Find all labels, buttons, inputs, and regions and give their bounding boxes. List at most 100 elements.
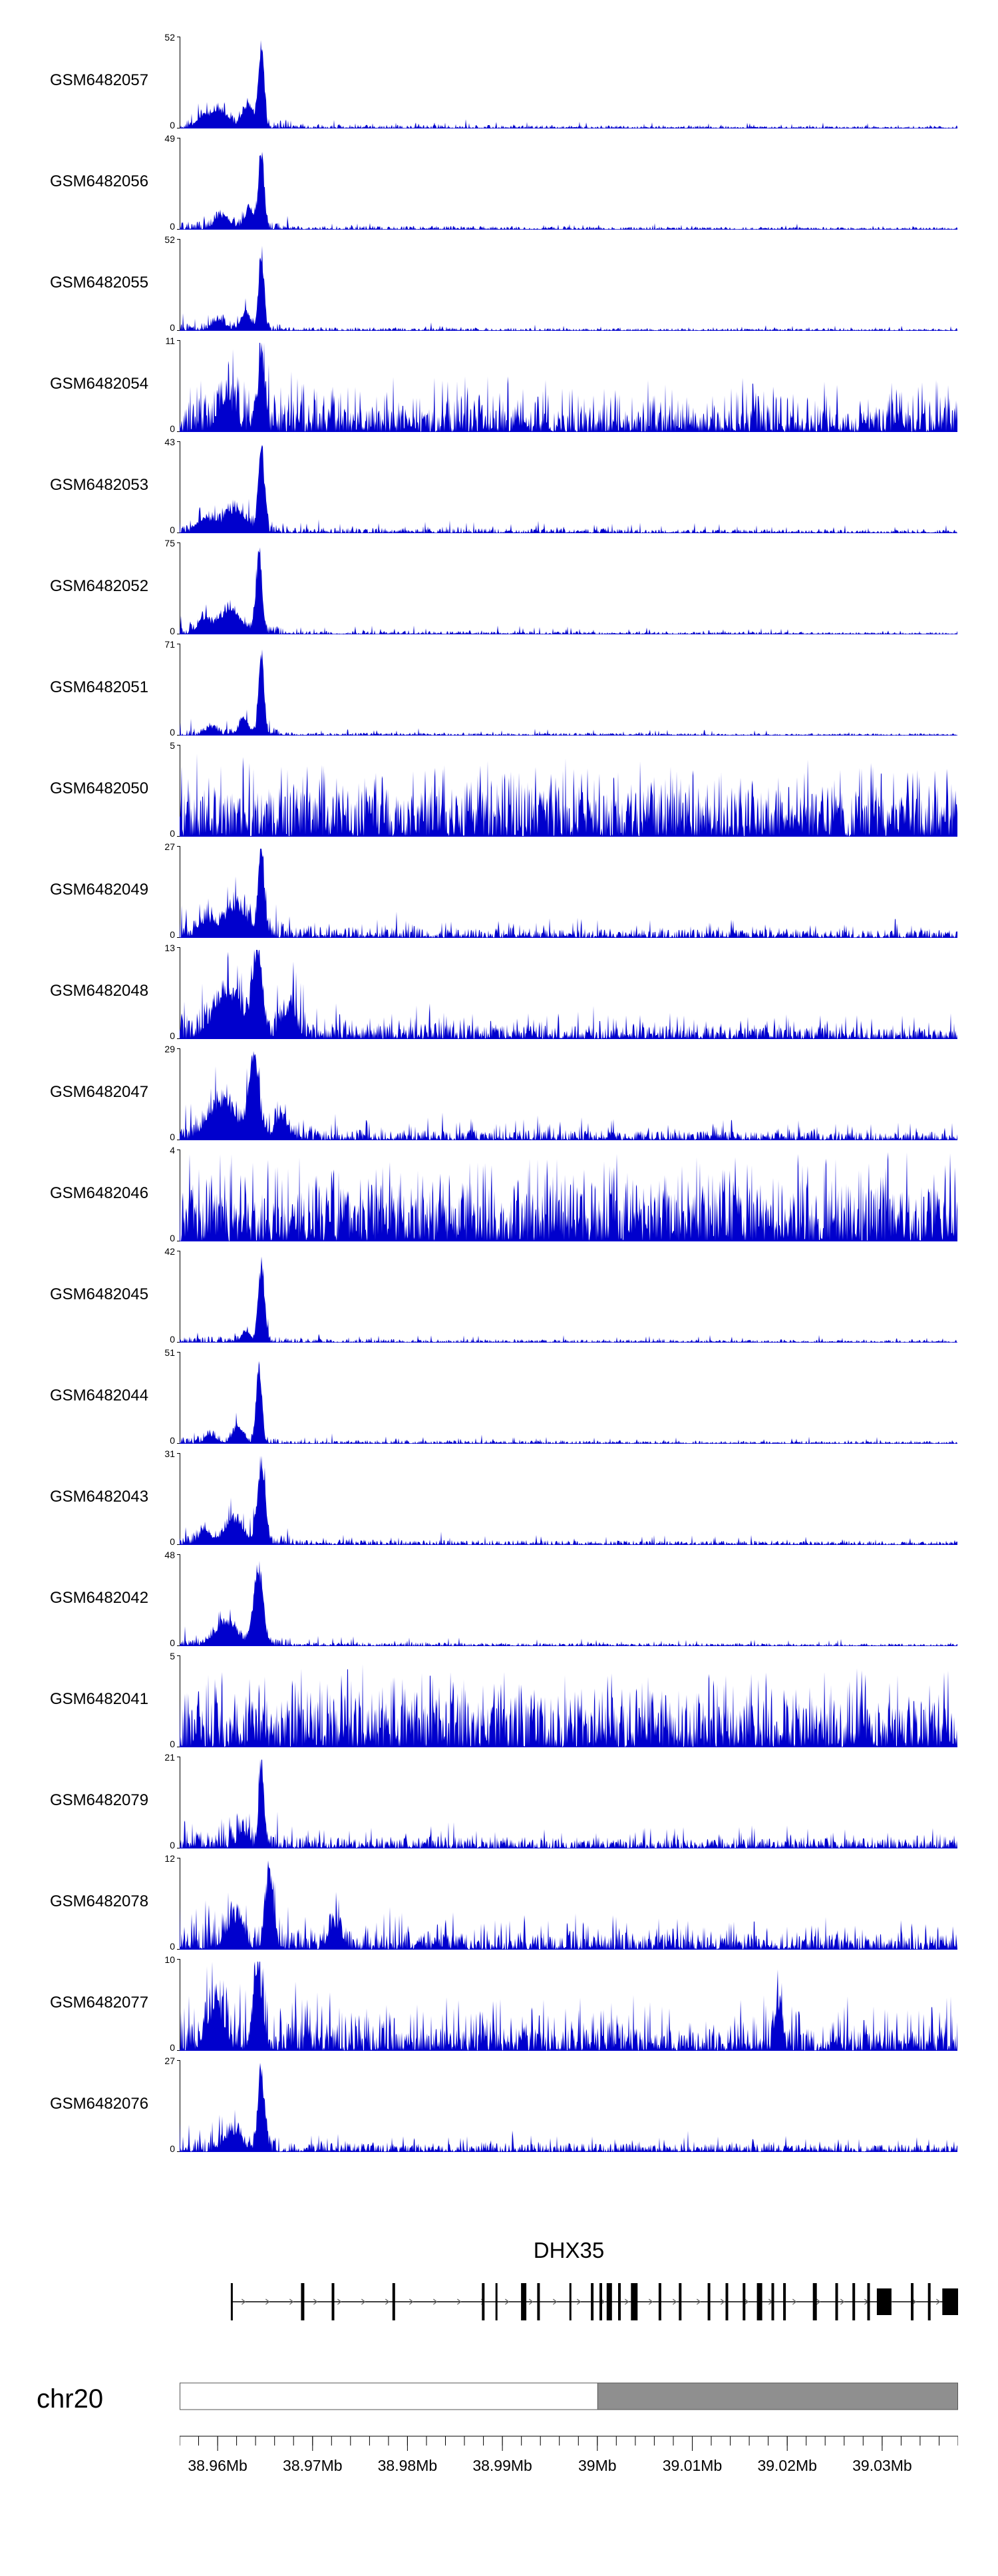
y-max-label: 27 xyxy=(164,843,175,852)
y-max-label: 27 xyxy=(164,2057,175,2066)
y-min-label: 0 xyxy=(170,1536,175,1547)
y-max-label: 29 xyxy=(164,1045,175,1054)
track-label: GSM6482051 xyxy=(50,678,149,696)
signal-area xyxy=(180,1962,957,2051)
track-plot: 71 0 xyxy=(164,640,957,738)
exon xyxy=(569,2283,572,2320)
x-tick-label: 38.96Mb xyxy=(188,2457,248,2474)
x-tick-label: 39.02Mb xyxy=(757,2457,817,2474)
exon xyxy=(927,2283,931,2320)
track-plot: 13 0 xyxy=(164,944,957,1041)
strand-arrow-icon xyxy=(576,2298,582,2305)
y-min-label: 0 xyxy=(170,828,175,839)
track-label: GSM6482042 xyxy=(50,1589,149,1607)
track-plot: 11 0 xyxy=(165,337,957,434)
track-label: GSM6482079 xyxy=(50,1791,149,1809)
coordinate-ruler: 38.96Mb 38.97Mb 38.98Mb 38.99Mb 39Mb 39.01Mb 3… xyxy=(180,2436,958,2474)
track-plot: 48 0 xyxy=(164,1551,957,1648)
y-min-label: 0 xyxy=(170,1334,175,1345)
exon xyxy=(835,2283,838,2320)
exon xyxy=(301,2283,305,2320)
exon xyxy=(771,2283,774,2320)
exon xyxy=(591,2283,594,2320)
exon xyxy=(482,2283,485,2320)
strand-arrow-icon xyxy=(313,2298,318,2305)
strand-arrow-icon xyxy=(385,2298,390,2305)
track-plot: 40 xyxy=(170,1146,957,1243)
track-row: GSM6482046 4 0 xyxy=(0,1146,998,1247)
strand-arrow-icon xyxy=(696,2298,701,2305)
track-row: GSM6482050 5 0 xyxy=(0,742,998,843)
exon xyxy=(876,2288,892,2315)
strand-arrow-icon xyxy=(935,2298,941,2305)
strand-arrow-icon xyxy=(265,2298,270,2305)
signal-area xyxy=(180,1664,957,1747)
y-max-label: 11 xyxy=(165,337,175,346)
y-min-label: 0 xyxy=(170,525,175,535)
exon xyxy=(606,2283,612,2320)
track-label: GSM6482043 xyxy=(50,1488,149,1506)
track-row: GSM6482055 52 0 xyxy=(0,236,998,337)
strand-arrow-icon xyxy=(720,2298,725,2305)
signal-area xyxy=(180,445,957,533)
track-row: GSM6482057 52 0 xyxy=(0,33,998,134)
strand-arrow-icon xyxy=(744,2298,749,2305)
signal-area xyxy=(180,950,957,1039)
strand-arrow-icon xyxy=(409,2298,414,2305)
y-min-label: 0 xyxy=(170,1030,175,1041)
track-label: GSM6482041 xyxy=(50,1690,149,1708)
track-plot: 43 0 xyxy=(164,438,957,535)
y-max-label: 52 xyxy=(164,33,175,43)
y-min-label: 0 xyxy=(170,322,175,333)
signal-area xyxy=(180,753,957,837)
y-min-label: 0 xyxy=(170,1941,175,1952)
strand-arrow-icon xyxy=(648,2298,653,2305)
track-plot: 27 0 xyxy=(164,2057,957,2154)
exon xyxy=(495,2283,498,2320)
signal-area xyxy=(180,849,957,938)
strand-arrow-icon xyxy=(624,2298,629,2305)
track-label: GSM6482044 xyxy=(50,1387,149,1404)
track-plot: 31 0 xyxy=(164,1450,957,1547)
y-min-label: 0 xyxy=(170,1435,175,1446)
gene-name-label: DHX35 xyxy=(533,2238,605,2262)
strand-arrow-icon xyxy=(552,2298,558,2305)
exon xyxy=(756,2283,762,2320)
track-row: GSM6482045 42 0 xyxy=(0,1247,998,1349)
track-label: GSM6482048 xyxy=(50,982,149,1000)
x-tick-label: 38.97Mb xyxy=(283,2457,343,2474)
track-label: GSM6482045 xyxy=(50,1285,149,1303)
signal-area xyxy=(180,1051,957,1140)
chromosome-label: chr20 xyxy=(37,2384,104,2414)
y-max-label: 48 xyxy=(164,1551,175,1560)
track-label: GSM6482055 xyxy=(50,274,149,292)
track-label: GSM6482046 xyxy=(50,1184,149,1202)
signal-area xyxy=(180,246,957,331)
x-tick-label: 39.01Mb xyxy=(663,2457,723,2474)
y-min-label: 0 xyxy=(170,1739,175,1749)
exon xyxy=(783,2283,786,2320)
exon xyxy=(867,2283,870,2320)
strand-arrow-icon xyxy=(361,2298,366,2305)
track-plot: 50 xyxy=(170,742,957,839)
y-min-label: 0 xyxy=(170,626,175,636)
y-min-label: 0 xyxy=(170,423,175,434)
exon xyxy=(521,2283,527,2320)
exon xyxy=(658,2283,661,2320)
x-tick-label: 38.98Mb xyxy=(378,2457,438,2474)
track-row: GSM6482042 48 0 xyxy=(0,1551,998,1652)
ideogram-band-dark xyxy=(597,2382,958,2410)
track-row: GSM6482076 27 0 xyxy=(0,2057,998,2158)
x-tick-label: 38.99Mb xyxy=(472,2457,532,2474)
track-row: GSM6482044 51 0 xyxy=(0,1349,998,1450)
exon xyxy=(942,2288,958,2315)
y-max-label: 4 xyxy=(170,1146,175,1156)
track-row: GSM6482051 71 0 xyxy=(0,640,998,742)
track-label: GSM6482047 xyxy=(50,1083,149,1101)
strand-arrow-icon xyxy=(504,2298,510,2305)
track-row: GSM6482043 31 0 xyxy=(0,1450,998,1551)
strand-arrow-icon xyxy=(840,2298,845,2305)
exon xyxy=(392,2283,395,2320)
y-max-label: 49 xyxy=(164,134,175,144)
track-plot: 12 0 xyxy=(164,1854,957,1952)
